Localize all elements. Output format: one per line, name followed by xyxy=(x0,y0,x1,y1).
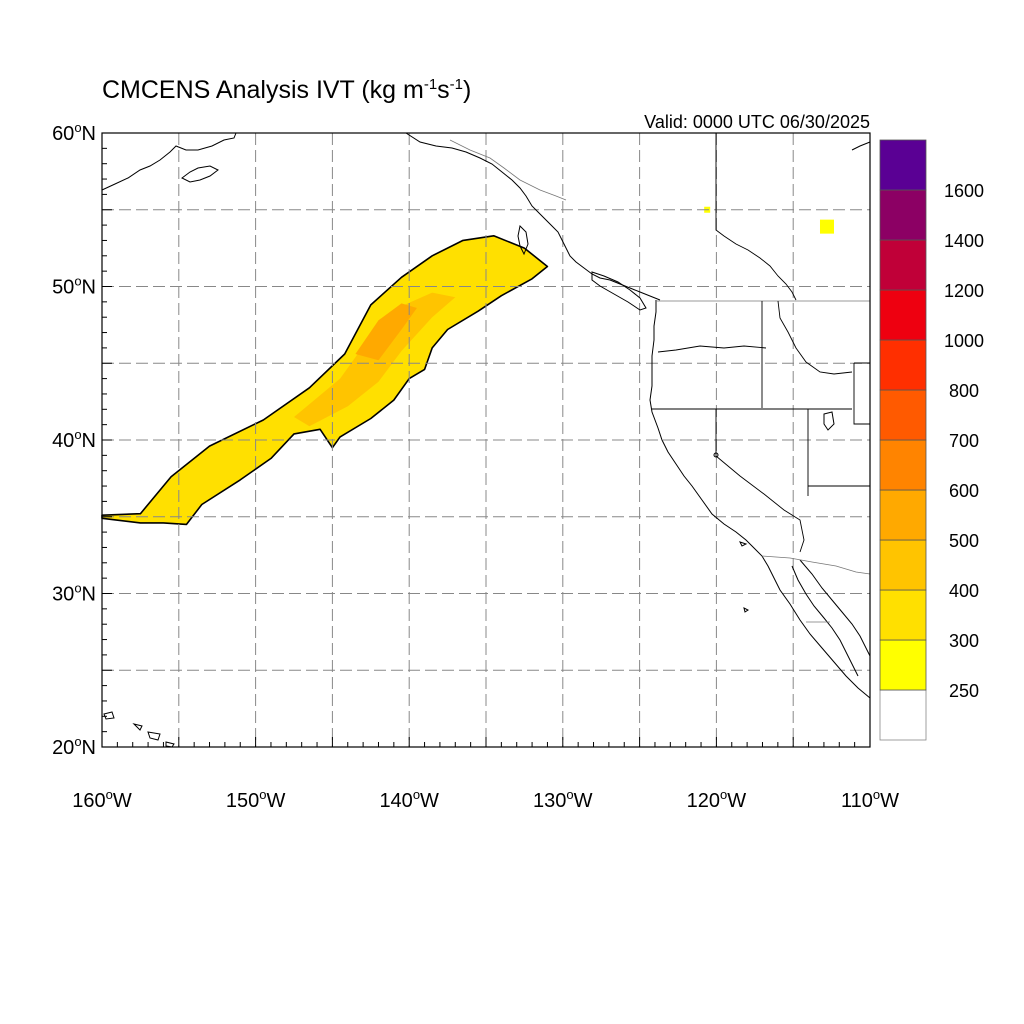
colorbar: 250 300 400 500 600 700 800 1000 1200 1400 1600 xyxy=(879,139,984,741)
lon-tick-label: 120oW xyxy=(687,787,747,812)
california-nevada-border xyxy=(715,409,805,553)
vancouver-island-coastline xyxy=(591,271,647,311)
lon-tick-label: 140oW xyxy=(379,787,439,812)
colorbar-box xyxy=(879,489,927,541)
lon-tick-label: 110oW xyxy=(841,787,899,812)
longitude-labels: 160oW 150oW 140oW 130oW 120oW 110oW xyxy=(72,787,899,812)
colorbar-tick-label: 1200 xyxy=(944,281,984,301)
ivt-400-500-region xyxy=(294,292,456,427)
lon-tick-label: 150oW xyxy=(226,787,286,812)
colorbar-tick-label: 300 xyxy=(949,631,979,651)
colorbar-box xyxy=(879,239,927,291)
lon-tick-label: 130oW xyxy=(533,787,593,812)
lat-tick-label: 30oN xyxy=(52,581,96,606)
lat-tick-label: 50oN xyxy=(52,274,96,299)
colorbar-box xyxy=(879,289,927,341)
alaska-canada-border xyxy=(449,139,567,201)
hawaii-islands xyxy=(103,711,175,748)
plot-title: CMCENS Analysis IVT (kg m-1s-1) xyxy=(102,76,471,104)
colorbar-tick-label: 800 xyxy=(949,381,979,401)
lat-tick-label: 40oN xyxy=(52,427,96,452)
lat-tick-label: 20oN xyxy=(52,734,96,759)
alaska-coastline xyxy=(101,132,237,191)
hudson-bay-edge xyxy=(851,141,871,151)
idaho-east-border xyxy=(777,300,853,375)
colorbar-box xyxy=(879,189,927,241)
colorbar-tick-label: 1400 xyxy=(944,231,984,251)
us-mexico-border xyxy=(761,555,871,575)
great-salt-lake xyxy=(823,411,835,431)
latitude-labels: 60oN 50oN 40oN 30oN 20oN xyxy=(52,120,96,759)
colorbar-box xyxy=(879,439,927,491)
colorbar-tick-label: 700 xyxy=(949,431,979,451)
ivt-shading xyxy=(101,206,834,526)
channel-islands xyxy=(739,541,749,613)
colorbar-box xyxy=(879,389,927,441)
kodiak-coastline xyxy=(181,165,219,183)
colorbar-tick-label: 500 xyxy=(949,531,979,551)
colorbar-tick-label: 1000 xyxy=(944,331,984,351)
minor-ticks xyxy=(101,132,871,748)
ivt-small-patch xyxy=(819,219,834,234)
mainland-mexico-coastline xyxy=(799,559,871,657)
bc-alberta-border xyxy=(715,133,797,301)
us-west-coastline xyxy=(649,300,871,699)
colorbar-tick-label: 600 xyxy=(949,481,979,501)
colorbar-tick-label: 1600 xyxy=(944,181,984,201)
lon-tick-label: 160oW xyxy=(72,787,132,812)
colorbar-box xyxy=(879,689,927,741)
colorbar-box xyxy=(879,139,927,191)
haida-gwaii-coastline xyxy=(517,224,529,256)
colorbar-box xyxy=(879,539,927,591)
washington-oregon-border xyxy=(657,345,767,353)
se-alaska-coastline xyxy=(405,132,661,301)
gridlines xyxy=(102,133,870,747)
baja-coastline xyxy=(791,565,859,677)
map-panel xyxy=(101,132,871,748)
political-borders xyxy=(449,133,871,623)
colorbar-box xyxy=(879,639,927,691)
colorbar-tick-label: 400 xyxy=(949,581,979,601)
valid-time-label: Valid: 0000 UTC 06/30/2025 xyxy=(644,112,870,132)
wyoming-border xyxy=(853,362,870,425)
colorbar-box xyxy=(879,589,927,641)
ivt-500-600-region xyxy=(355,303,417,361)
lat-tick-label: 60oN xyxy=(52,120,96,145)
colorbar-box xyxy=(879,339,927,391)
colorbar-tick-label: 250 xyxy=(949,681,979,701)
coastlines xyxy=(101,132,871,748)
